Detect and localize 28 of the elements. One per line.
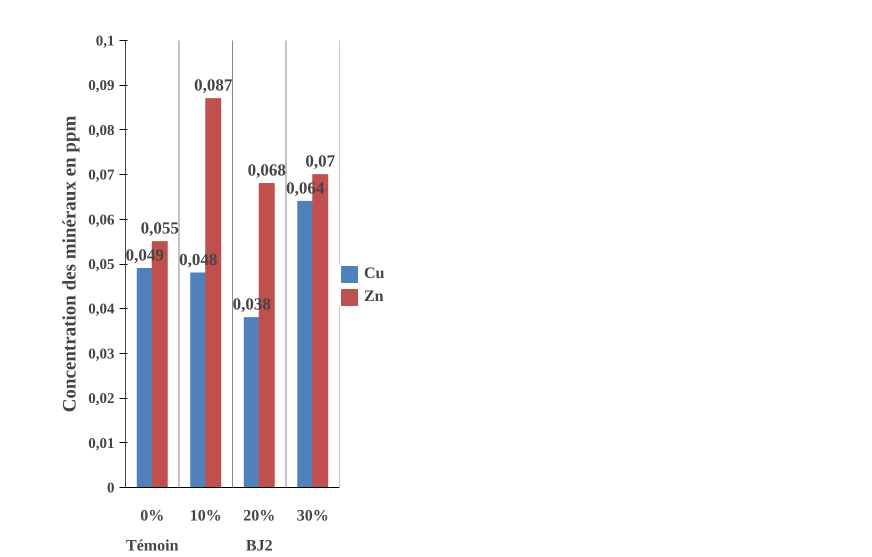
text: BJ2 [246,538,273,554]
y-axis-title: Concentration des minéraux en ppm [59,116,80,412]
y-tick-label: 0,07 [88,168,115,184]
y-tick-label: 0,02 [88,391,114,408]
y-tick-label: 0,03 [88,346,114,362]
bar [244,317,260,488]
y-tick-label: 0,09 [88,78,114,94]
data-label: 0,087 [194,76,233,95]
y-tick-label: 0 [107,480,114,496]
data-label: 0,068 [248,160,286,180]
legend-label: Zn [364,288,384,306]
y-tick-label: 0,1 [96,34,114,50]
x-tick-label: 0% [140,508,164,524]
x-tick-label: 30% [296,508,329,524]
y-tick-label: 0,06 [88,212,115,228]
y-tick-label: 0,08 [88,122,114,139]
x-tick-label: 10% [190,508,222,524]
y-tick-label: 0,04 [88,302,115,318]
bar [136,268,153,488]
y-tick-label: 0,05 [88,257,114,273]
text: Témoin [126,538,179,554]
legend-label: Cu [364,265,384,283]
x-tick-label: 20% [243,508,276,524]
data-label: 0,07 [305,152,336,171]
y-tick-label: 0,01 [88,436,114,452]
data-label: 0,055 [140,218,179,238]
bar [190,272,206,488]
bar [297,200,314,488]
